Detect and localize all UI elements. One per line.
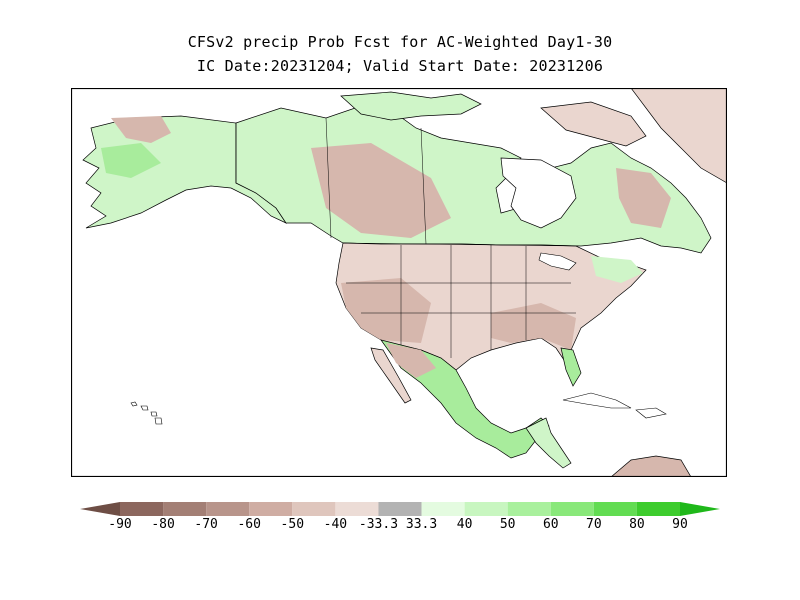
- colorbar-tick-label: 33.3: [405, 517, 438, 532]
- colorbar-swatch: [292, 502, 336, 516]
- colorbar-swatch: [507, 502, 551, 516]
- colorbar-swatch: [378, 502, 422, 516]
- map-panel: [71, 88, 727, 477]
- baffin-island: [540, 101, 647, 147]
- hispaniola: [635, 407, 667, 419]
- colorbar-tick-label: -50: [280, 517, 305, 532]
- colorbar-tick-label: -80: [151, 517, 175, 532]
- map-subtitle: IC Date:20231204; Valid Start Date: 2023…: [196, 57, 604, 75]
- colorbar-swatch: [464, 502, 508, 516]
- us-southeast-dry: [491, 303, 576, 350]
- northeast-wet: [591, 256, 643, 283]
- florida-wet: [560, 347, 582, 387]
- colorbar-swatch: [120, 502, 164, 516]
- greenland-edge: [630, 88, 727, 184]
- colorbar-swatch: [636, 502, 680, 516]
- alaska-dry-patch: [111, 116, 171, 143]
- colorbar-tick-label: -60: [237, 517, 261, 532]
- alaska-wet-patch: [101, 143, 161, 178]
- canada-dry-band: [311, 143, 451, 238]
- colorbar-legend: -90 -80 -70 -60 -50 -40 -33.3 33.3 40 50 60 70 80 90: [80, 500, 720, 540]
- labrador-dry-band: [616, 168, 671, 228]
- hudson-bay: [500, 157, 577, 229]
- colorbar-swatches: [80, 502, 720, 516]
- colorbar-tick-label: -33.3: [358, 517, 399, 532]
- cuba: [562, 392, 632, 409]
- hawaii-islands: [130, 401, 163, 425]
- colorbar-tick-label: -90: [108, 517, 132, 532]
- north-america-map: [71, 88, 727, 477]
- colorbar-tick-label: 50: [499, 517, 516, 532]
- colorbar-tick-label: -70: [194, 517, 218, 532]
- us-southwest-dry: [341, 278, 431, 343]
- map-border: [71, 88, 727, 477]
- great-lakes: [538, 252, 577, 271]
- colorbar-tick-label: 70: [586, 517, 602, 532]
- colorbar-swatch: [421, 502, 465, 516]
- mexico-dry-north: [386, 343, 436, 378]
- map-title: CFSv2 precip Prob Fcst for AC-Weighted D…: [187, 33, 613, 51]
- colorbar-swatch: [593, 502, 637, 516]
- political-boundaries: [235, 117, 577, 358]
- central-america: [525, 417, 572, 469]
- colorbar-tick-label: 40: [456, 517, 473, 532]
- south-america-corner: [610, 455, 692, 477]
- colorbar-tick-label: -40: [323, 517, 348, 532]
- arctic-islands: [340, 91, 482, 121]
- colorbar-tick-label: 90: [672, 517, 688, 532]
- colorbar-swatch: [206, 502, 250, 516]
- colorbar-swatch: [335, 502, 379, 516]
- colorbar-swatch: [249, 502, 293, 516]
- colorbar-tick-label: 60: [542, 517, 559, 532]
- colorbar-low-arrow: [80, 502, 120, 516]
- colorbar-swatch: [163, 502, 207, 516]
- colorbar-swatch: [550, 502, 594, 516]
- colorbar-high-arrow: [680, 502, 720, 516]
- colorbar-tick-label: 80: [629, 517, 645, 532]
- baja-california: [370, 347, 412, 404]
